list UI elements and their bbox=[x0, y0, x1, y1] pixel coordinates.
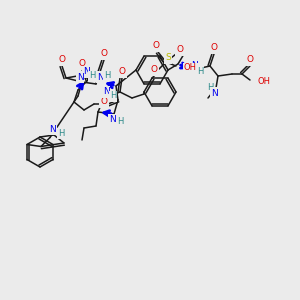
Text: N: N bbox=[50, 124, 56, 134]
Text: N: N bbox=[190, 61, 197, 70]
Text: S: S bbox=[165, 53, 171, 62]
Text: H: H bbox=[197, 67, 203, 76]
Text: O: O bbox=[176, 46, 184, 55]
Text: N: N bbox=[211, 88, 218, 98]
Text: O: O bbox=[79, 59, 86, 68]
Text: H: H bbox=[104, 70, 110, 80]
Text: N: N bbox=[82, 68, 89, 76]
Text: O: O bbox=[118, 68, 125, 76]
Text: O: O bbox=[58, 56, 65, 64]
Text: H: H bbox=[58, 128, 64, 137]
Text: H: H bbox=[207, 82, 213, 91]
Text: O: O bbox=[100, 50, 107, 58]
Text: N: N bbox=[76, 73, 83, 82]
Text: O: O bbox=[152, 41, 160, 50]
Text: H: H bbox=[117, 118, 123, 127]
Text: O: O bbox=[151, 65, 158, 74]
Text: H: H bbox=[89, 71, 95, 80]
Text: H: H bbox=[110, 92, 116, 100]
Text: N: N bbox=[103, 88, 110, 97]
Text: N: N bbox=[97, 73, 104, 82]
Text: OH: OH bbox=[258, 77, 271, 86]
Text: O: O bbox=[100, 98, 107, 106]
Text: O: O bbox=[211, 44, 218, 52]
Text: OH: OH bbox=[184, 64, 197, 73]
Text: O: O bbox=[247, 56, 254, 64]
Text: N: N bbox=[109, 116, 116, 124]
